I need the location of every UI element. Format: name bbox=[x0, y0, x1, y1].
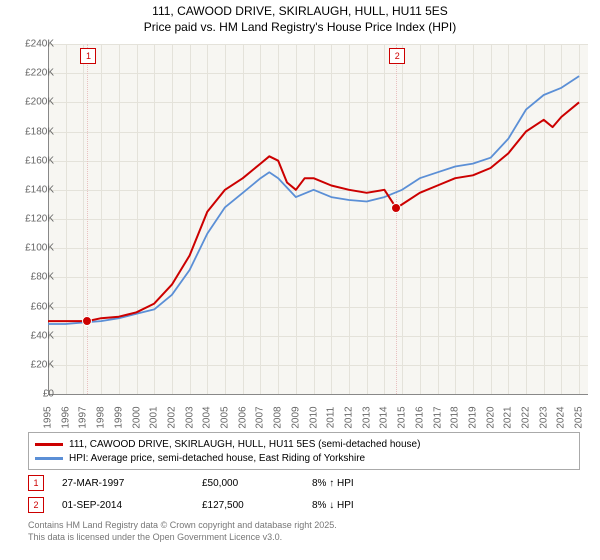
sale-price: £127,500 bbox=[202, 500, 312, 511]
x-tick-label: 2010 bbox=[308, 406, 319, 428]
x-tick-label: 2018 bbox=[450, 406, 461, 428]
x-tick-label: 2025 bbox=[574, 406, 585, 428]
x-tick-label: 2017 bbox=[432, 406, 443, 428]
series-hpi bbox=[48, 76, 579, 324]
x-tick-label: 2008 bbox=[273, 406, 284, 428]
x-tick-label: 2014 bbox=[379, 406, 390, 428]
y-tick-label: £0 bbox=[43, 389, 54, 400]
y-tick-label: £80K bbox=[31, 272, 54, 283]
sale-row: 1 27-MAR-1997£50,0008% ↑ HPI bbox=[28, 472, 432, 494]
legend-row: HPI: Average price, semi-detached house,… bbox=[35, 451, 573, 465]
x-tick-label: 2016 bbox=[414, 406, 425, 428]
legend: 111, CAWOOD DRIVE, SKIRLAUGH, HULL, HU11… bbox=[28, 432, 580, 470]
sale-date: 01-SEP-2014 bbox=[62, 500, 202, 511]
sale-row: 2 01-SEP-2014£127,5008% ↓ HPI bbox=[28, 494, 432, 516]
sale-dot bbox=[391, 203, 401, 213]
x-tick-label: 1997 bbox=[78, 406, 89, 428]
sale-delta: 8% ↑ HPI bbox=[312, 478, 432, 489]
legend-label: 111, CAWOOD DRIVE, SKIRLAUGH, HULL, HU11… bbox=[69, 439, 420, 450]
footer: Contains HM Land Registry data © Crown c… bbox=[28, 520, 337, 543]
chart-container: 111, CAWOOD DRIVE, SKIRLAUGH, HULL, HU11… bbox=[0, 0, 600, 560]
x-tick-label: 2006 bbox=[237, 406, 248, 428]
x-tick-label: 2015 bbox=[397, 406, 408, 428]
title-line2: Price paid vs. HM Land Registry's House … bbox=[0, 20, 600, 36]
y-tick-label: £180K bbox=[25, 126, 54, 137]
y-tick-label: £160K bbox=[25, 155, 54, 166]
x-tick-label: 2007 bbox=[255, 406, 266, 428]
x-tick-label: 2022 bbox=[521, 406, 532, 428]
sale-delta: 8% ↓ HPI bbox=[312, 500, 432, 511]
x-tick-label: 2024 bbox=[556, 406, 567, 428]
x-tick-label: 2013 bbox=[361, 406, 372, 428]
x-tick-label: 2002 bbox=[166, 406, 177, 428]
y-tick-label: £20K bbox=[31, 359, 54, 370]
x-tick-label: 2005 bbox=[220, 406, 231, 428]
chart-title: 111, CAWOOD DRIVE, SKIRLAUGH, HULL, HU11… bbox=[0, 0, 600, 35]
series-property bbox=[48, 102, 579, 321]
x-tick-label: 2001 bbox=[149, 406, 160, 428]
x-tick-label: 2023 bbox=[538, 406, 549, 428]
sale-date: 27-MAR-1997 bbox=[62, 478, 202, 489]
y-tick-label: £120K bbox=[25, 214, 54, 225]
sale-marker-box: 2 bbox=[389, 48, 405, 64]
x-tick-label: 2009 bbox=[290, 406, 301, 428]
sale-marker-box: 1 bbox=[80, 48, 96, 64]
gridline-h bbox=[48, 394, 588, 395]
footer-line1: Contains HM Land Registry data © Crown c… bbox=[28, 520, 337, 532]
legend-swatch bbox=[35, 457, 63, 460]
x-tick-label: 2020 bbox=[485, 406, 496, 428]
y-tick-label: £100K bbox=[25, 243, 54, 254]
x-tick-label: 2021 bbox=[503, 406, 514, 428]
legend-swatch bbox=[35, 443, 63, 446]
y-tick-label: £140K bbox=[25, 184, 54, 195]
y-tick-label: £220K bbox=[25, 68, 54, 79]
plot-area: 12 bbox=[48, 44, 588, 394]
x-tick-label: 2011 bbox=[326, 407, 337, 429]
y-tick-label: £200K bbox=[25, 97, 54, 108]
y-tick-label: £60K bbox=[31, 301, 54, 312]
sale-row-marker: 1 bbox=[28, 475, 44, 491]
x-tick-label: 2004 bbox=[202, 406, 213, 428]
y-tick-label: £40K bbox=[31, 330, 54, 341]
y-tick-label: £240K bbox=[25, 39, 54, 50]
sale-dot bbox=[82, 316, 92, 326]
title-line1: 111, CAWOOD DRIVE, SKIRLAUGH, HULL, HU11… bbox=[0, 4, 600, 20]
x-tick-label: 2000 bbox=[131, 406, 142, 428]
x-tick-label: 1996 bbox=[60, 406, 71, 428]
sales-table: 1 27-MAR-1997£50,0008% ↑ HPI 2 01-SEP-2014£… bbox=[28, 472, 432, 516]
x-tick-label: 2003 bbox=[184, 406, 195, 428]
x-tick-label: 1995 bbox=[43, 406, 54, 428]
sale-row-marker: 2 bbox=[28, 497, 44, 513]
footer-line2: This data is licensed under the Open Gov… bbox=[28, 532, 337, 544]
x-tick-label: 1999 bbox=[113, 406, 124, 428]
x-tick-label: 2019 bbox=[467, 406, 478, 428]
line-series-svg bbox=[48, 44, 588, 394]
x-tick-label: 2012 bbox=[343, 406, 354, 428]
legend-label: HPI: Average price, semi-detached house,… bbox=[69, 453, 365, 464]
legend-row: 111, CAWOOD DRIVE, SKIRLAUGH, HULL, HU11… bbox=[35, 437, 573, 451]
x-tick-label: 1998 bbox=[96, 406, 107, 428]
sale-price: £50,000 bbox=[202, 478, 312, 489]
